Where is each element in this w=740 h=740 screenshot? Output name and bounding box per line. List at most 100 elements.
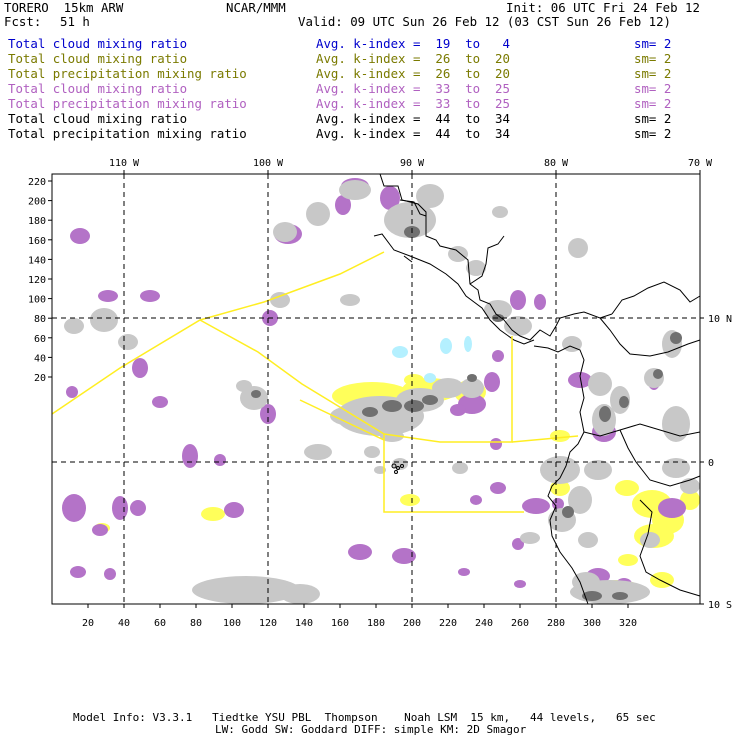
purple-field-15 xyxy=(112,496,128,520)
cloud-field-37 xyxy=(192,576,300,604)
x-tick-label-3: 80 xyxy=(190,618,202,629)
cyan-field-0 xyxy=(392,346,408,358)
legend-sm-1: sm= 2 xyxy=(634,36,672,51)
valid-time: Valid: 09 UTC Sun 26 Feb 12 (03 CST Sun … xyxy=(298,14,671,29)
y-tick-label-9: 40 xyxy=(34,353,46,364)
yellow-field-13 xyxy=(618,554,638,566)
yellow-field-4 xyxy=(550,480,570,496)
purple-field-6 xyxy=(140,290,160,302)
mixing-ratio-fields xyxy=(62,178,700,604)
cloud-field-13 xyxy=(90,308,118,332)
legend-field-3: Total precipitation mixing ratio xyxy=(8,66,247,81)
purple-field-23 xyxy=(458,568,470,576)
lon-label-3: 80 W xyxy=(544,158,569,169)
coastlines xyxy=(373,173,701,605)
legend-sm-4: sm= 2 xyxy=(634,81,672,96)
legend-kindex-6: Avg. k-index = 44 to 34 xyxy=(316,111,510,126)
model-title: TORERO 15km ARW xyxy=(4,0,124,15)
legend-kindex-1: Avg. k-index = 19 to 4 xyxy=(316,36,510,51)
lat-label-0: 10 N xyxy=(708,314,732,325)
cloud-field-17 xyxy=(236,380,252,392)
x-tick-label-9: 200 xyxy=(403,618,421,629)
lat-label-1: 0 xyxy=(708,458,714,469)
cloud-dark-field-0 xyxy=(382,400,402,412)
x-tick-label-6: 140 xyxy=(295,618,313,629)
cloud-field-32 xyxy=(568,486,592,514)
cloud-field-2 xyxy=(416,184,444,208)
boundary-3 xyxy=(511,435,579,443)
cloud-dark-field-4 xyxy=(251,390,261,398)
cloud-field-46 xyxy=(640,532,660,548)
legend-field-2: Total cloud mixing ratio xyxy=(8,51,188,66)
cloud-dark-field-2 xyxy=(422,395,438,405)
coastline-1 xyxy=(373,233,535,345)
island-2 xyxy=(400,464,404,468)
cyan-field-3 xyxy=(464,336,472,352)
x-tick-label-1: 40 xyxy=(118,618,130,629)
x-tick-label-7: 160 xyxy=(331,618,349,629)
purple-field-14 xyxy=(62,494,86,522)
x-tick-label-0: 20 xyxy=(82,618,94,629)
boundary-1 xyxy=(199,319,524,513)
cloud-field-7 xyxy=(448,246,468,262)
purple-field-19 xyxy=(70,566,86,578)
cloud-field-45 xyxy=(578,532,598,548)
y-tick-label-10: 20 xyxy=(34,373,46,384)
x-tick-label-11: 240 xyxy=(475,618,493,629)
purple-field-25 xyxy=(470,495,482,505)
purple-field-27 xyxy=(534,294,546,310)
purple-field-2 xyxy=(380,186,400,210)
cloud-dark-field-3 xyxy=(362,407,378,417)
coastline-4 xyxy=(583,423,701,437)
purple-field-13 xyxy=(214,454,226,466)
cloud-dark-field-11 xyxy=(582,591,602,601)
cloud-field-43 xyxy=(304,444,332,460)
x-tick-label-12: 260 xyxy=(511,618,529,629)
cloud-field-20 xyxy=(432,378,464,398)
cloud-field-35 xyxy=(662,458,690,478)
cloud-field-14 xyxy=(64,318,84,334)
cloud-field-16 xyxy=(240,386,268,410)
cloud-field-44 xyxy=(374,466,386,474)
y-tick-label-5: 120 xyxy=(28,275,46,286)
yellow-field-3 xyxy=(404,374,424,386)
cloud-field-28 xyxy=(662,406,690,442)
cloud-dark-field-8 xyxy=(619,396,629,408)
purple-field-16 xyxy=(130,500,146,516)
legend-sm-5: sm= 2 xyxy=(634,96,672,111)
init-time: Init: 06 UTC Fri 24 Feb 12 xyxy=(506,0,700,15)
purple-field-11 xyxy=(260,404,276,424)
legend-field-7: Total precipitation mixing ratio xyxy=(8,126,247,141)
coastline-6 xyxy=(599,317,701,357)
y-tick-label-3: 160 xyxy=(28,236,46,247)
cloud-field-4 xyxy=(273,222,297,242)
purple-field-30 xyxy=(568,372,592,388)
island-1 xyxy=(396,466,400,470)
island-0 xyxy=(391,463,397,469)
purple-field-35 xyxy=(658,498,686,518)
y-tick-label-1: 200 xyxy=(28,197,46,208)
cloud-field-31 xyxy=(540,456,580,484)
purple-field-4 xyxy=(70,228,90,244)
purple-field-1 xyxy=(335,195,351,215)
boundary-4 xyxy=(299,399,385,441)
purple-field-33 xyxy=(522,498,550,514)
legend-kindex-5: Avg. k-index = 33 to 25 xyxy=(316,96,510,111)
cloud-dark-field-7 xyxy=(599,406,611,422)
y-tick-label-2: 180 xyxy=(28,216,46,227)
legend-sm-3: sm= 2 xyxy=(634,66,672,81)
cloud-dark-field-14 xyxy=(467,374,477,382)
purple-field-10 xyxy=(66,386,78,398)
x-tick-label-10: 220 xyxy=(439,618,457,629)
y-tick-label-6: 100 xyxy=(28,295,46,306)
x-tick-label-4: 100 xyxy=(223,618,241,629)
cloud-field-5 xyxy=(492,206,508,218)
y-tick-label-0: 220 xyxy=(28,177,46,188)
lon-label-1: 100 W xyxy=(253,158,284,169)
legend-field-5: Total precipitation mixing ratio xyxy=(8,96,247,111)
purple-field-12 xyxy=(182,444,198,468)
cloud-field-34 xyxy=(584,460,612,480)
legend-field-6: Total cloud mixing ratio xyxy=(8,111,188,126)
cyan-field-1 xyxy=(440,338,452,354)
